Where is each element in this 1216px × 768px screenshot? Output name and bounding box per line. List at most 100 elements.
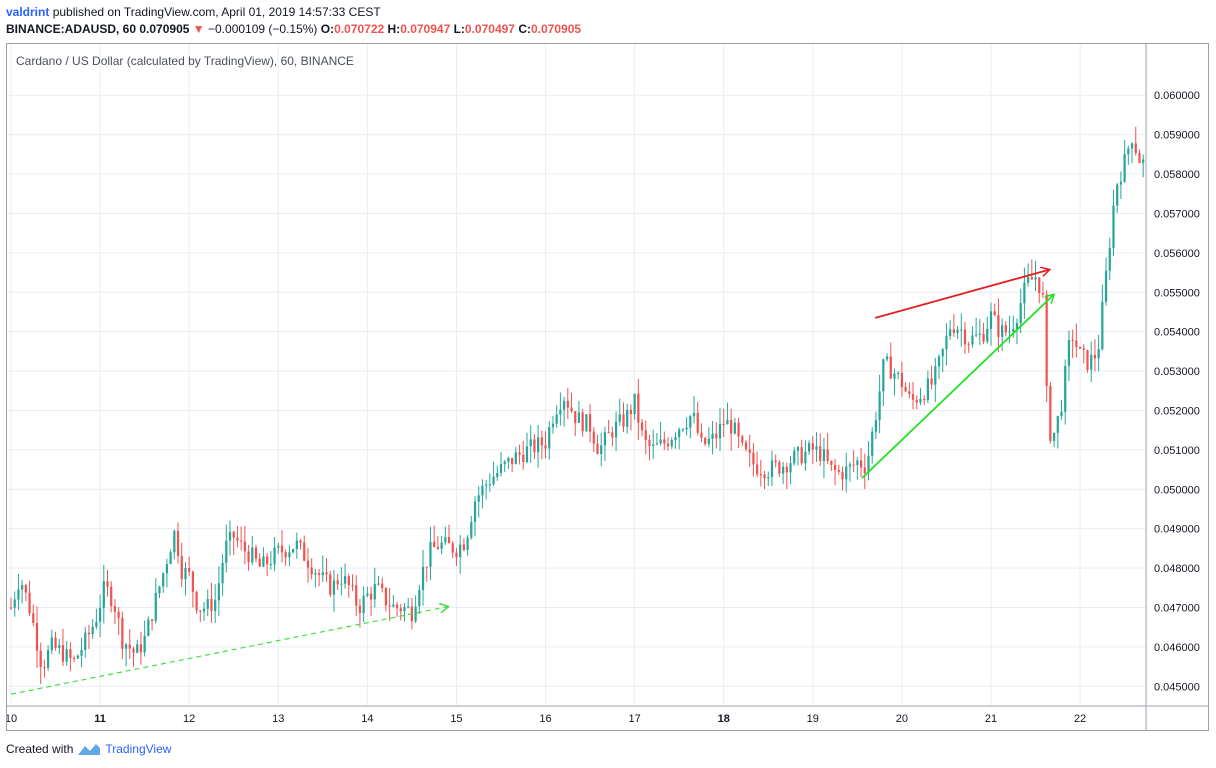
candle-body [1060, 411, 1063, 417]
y-tick-label: 0.056000 [1154, 248, 1200, 260]
candle-body [685, 427, 688, 430]
candle-body [485, 484, 488, 486]
candle-body [69, 649, 72, 658]
x-tick-label: 10 [7, 713, 17, 725]
candle-body [800, 447, 803, 464]
x-tick-label: 15 [450, 713, 462, 725]
candle-body [626, 409, 629, 427]
candle-body [889, 356, 892, 379]
candle-body [897, 372, 900, 374]
candle-body [147, 619, 150, 636]
x-tick-label: 12 [183, 713, 195, 725]
candle-body [206, 598, 209, 609]
candle-body [332, 580, 336, 595]
candlestick-chart[interactable]: Cardano / US Dollar (calculated by Tradi… [5, 44, 1208, 730]
candle-body [859, 460, 863, 468]
candle-body [384, 588, 388, 606]
chart-frame[interactable]: Cardano / US Dollar (calculated by Tradi… [5, 43, 1209, 731]
candle-body [421, 566, 425, 590]
candle-body [113, 606, 117, 612]
candle-body [9, 607, 13, 609]
candle-body [629, 409, 633, 415]
candle-body [132, 648, 135, 653]
x-tick-label: 16 [539, 713, 551, 725]
candle-body [963, 329, 967, 345]
candle-body [303, 542, 306, 561]
candle-body [358, 605, 362, 613]
candle-body [637, 393, 640, 423]
candle-body [648, 439, 651, 447]
candle-body [544, 445, 547, 449]
candle-body [945, 335, 948, 350]
candle-body [280, 545, 284, 553]
candle-body [362, 595, 365, 613]
time-axis[interactable]: 10 11 12 13 14 15 16 17 18 19 20 21 22 [5, 713, 1086, 725]
candle-body [61, 645, 65, 662]
candle-body [1071, 340, 1074, 342]
candle-body [815, 446, 818, 450]
candle-body [87, 632, 91, 635]
candle-body [600, 445, 603, 454]
candle-body [533, 439, 536, 453]
candle-body [102, 581, 105, 609]
candle-body [13, 599, 16, 608]
candle-body [466, 537, 469, 550]
last-price: 0.070905 [139, 22, 190, 36]
candle-body [770, 460, 774, 478]
candle-body [997, 314, 1000, 337]
x-tick-label: 20 [896, 713, 908, 725]
candle-body [956, 329, 959, 333]
candle-body [110, 586, 113, 607]
candle-body [124, 644, 128, 649]
green-trendline-arrow[interactable] [861, 295, 1054, 479]
candle-body [804, 451, 807, 464]
candle-body [759, 474, 762, 476]
candle-body [306, 560, 310, 568]
red-trendline-arrow[interactable] [874, 270, 1049, 319]
dashed-trendline-arrow[interactable] [10, 607, 448, 695]
candle-body [763, 474, 766, 479]
candle-body [343, 576, 347, 584]
candle-body [98, 608, 102, 622]
candle-body [288, 552, 291, 558]
candle-body [793, 450, 796, 464]
candle-body [986, 328, 989, 342]
candle-body [1078, 346, 1082, 349]
candle-body [874, 420, 878, 432]
candle-body [65, 649, 68, 662]
tradingview-brand[interactable]: TradingView [105, 742, 172, 756]
y-tick-label: 0.050000 [1154, 484, 1200, 496]
candle-body [767, 477, 770, 479]
candle-body [262, 556, 265, 567]
candle-body [95, 621, 98, 627]
candle-body [856, 460, 859, 465]
y-tick-label: 0.054000 [1154, 327, 1200, 339]
y-tick-label: 0.048000 [1154, 563, 1200, 575]
candle-body [136, 644, 139, 653]
y-tick-label: 0.060000 [1154, 90, 1200, 102]
candle-body [722, 423, 725, 425]
y-tick-label: 0.053000 [1154, 366, 1200, 378]
author-name[interactable]: valdrint [6, 5, 50, 19]
price-axis[interactable]: 0.060000 0.059000 0.058000 0.057000 0.056000… [1154, 90, 1200, 693]
candle-body [692, 412, 696, 417]
y-tick-label: 0.045000 [1154, 681, 1200, 693]
candle-body [1019, 303, 1022, 324]
candle-body [128, 644, 131, 649]
candle-body [971, 335, 974, 345]
candle-body [399, 608, 402, 612]
candle-body [1142, 159, 1145, 163]
candle-body [908, 391, 911, 395]
candle-body [596, 443, 599, 454]
candle-body [191, 571, 195, 592]
candle-body [76, 655, 79, 659]
candle-body [536, 437, 540, 453]
candle-body [199, 610, 202, 612]
candle-body [989, 311, 993, 329]
candle-body [781, 466, 785, 474]
candle-body [618, 414, 621, 422]
candle-body [607, 432, 610, 434]
candle-body [477, 495, 480, 502]
candle-body [652, 444, 655, 447]
trendline-annotations[interactable] [10, 270, 1054, 695]
